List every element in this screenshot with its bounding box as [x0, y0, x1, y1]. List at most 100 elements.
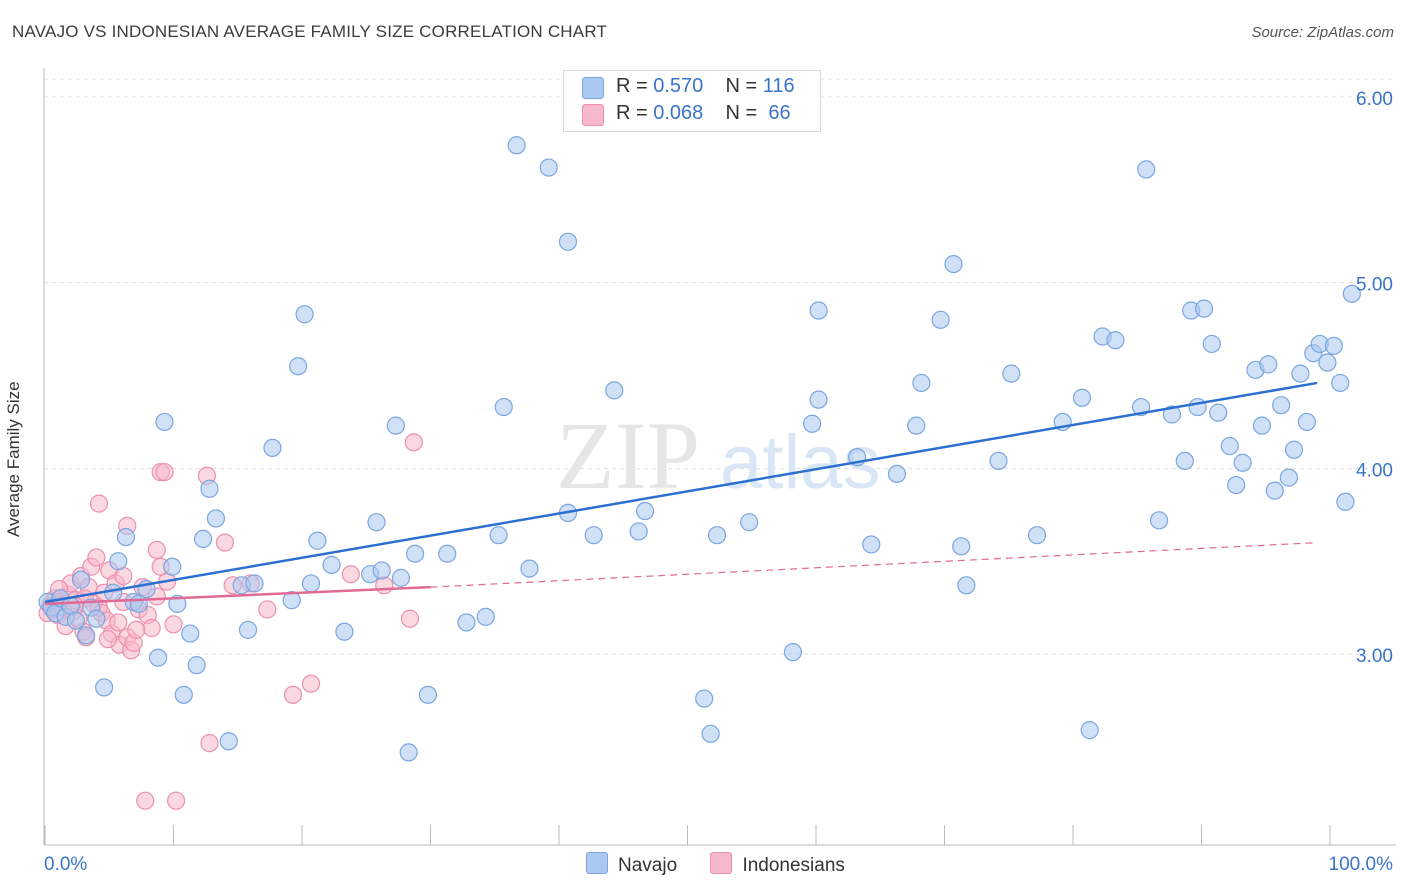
navajo-point — [1272, 396, 1291, 415]
navajo-swatch — [586, 852, 608, 874]
navajo-point — [168, 594, 187, 613]
indonesians-point — [404, 433, 423, 452]
watermark-zip: ZIP — [556, 402, 700, 509]
navajo-point — [912, 373, 931, 393]
indonesians-point — [215, 533, 234, 552]
n-value: 66 — [768, 102, 791, 124]
navajo-point — [1209, 403, 1228, 422]
navajo-point — [1027, 526, 1047, 545]
chart-title: NAVAJO VS INDONESIAN AVERAGE FAMILY SIZE… — [12, 22, 608, 41]
navajo-point — [219, 732, 238, 751]
y-tick-label: 5.00 — [1356, 275, 1393, 296]
navajo-point — [109, 552, 128, 571]
navajo-point — [1336, 492, 1355, 511]
navajo-point — [1080, 721, 1099, 740]
indonesians-trend-line — [44, 585, 431, 606]
navajo-point — [489, 526, 508, 545]
navajo-point — [944, 255, 963, 274]
navajo-point — [193, 529, 213, 548]
navajo-point — [95, 678, 114, 697]
navajo-point — [87, 609, 106, 628]
navajo-point — [862, 535, 881, 554]
watermark: ZIP atlas — [556, 402, 881, 509]
indonesians-trend-extension — [430, 542, 1318, 588]
navajo-point — [1318, 353, 1337, 372]
series-legend: Navajo Indonesians — [586, 852, 873, 877]
legend-item-navajo[interactable]: Navajo — [586, 852, 677, 877]
navajo-point — [605, 381, 624, 400]
navajo-point — [1342, 284, 1361, 303]
navajo-point — [539, 158, 558, 177]
navajo-point — [200, 479, 219, 498]
navajo-point — [783, 643, 802, 662]
navajo-point — [282, 591, 301, 610]
legend-stats-navajo: R = 0.570 N = 116 — [616, 75, 795, 98]
navajo-point — [476, 607, 495, 626]
navajo-points — [38, 136, 1361, 762]
indonesians-point — [200, 734, 219, 753]
navajo-point — [695, 689, 714, 708]
navajo-point — [809, 301, 828, 320]
navajo-point — [1324, 336, 1343, 355]
navajo-point — [803, 414, 822, 433]
navajo-point — [174, 685, 193, 704]
navajo-point — [263, 438, 282, 458]
navajo-point — [308, 531, 327, 550]
indonesians-point — [89, 494, 109, 513]
navajo-point — [635, 501, 655, 521]
indonesians-point — [147, 540, 166, 560]
navajo-point — [989, 451, 1008, 471]
navajo-point — [701, 724, 720, 743]
r-label: R = — [616, 75, 648, 97]
x-tick-label: 0.0% — [44, 854, 87, 875]
navajo-point — [740, 513, 759, 532]
navajo-point — [1137, 160, 1156, 179]
navajo-point — [952, 537, 971, 556]
indonesians-point — [164, 615, 183, 634]
n-value: 116 — [762, 75, 795, 97]
navajo-point — [520, 559, 539, 578]
navajo-point — [957, 576, 976, 595]
navajo-point — [1149, 511, 1169, 530]
navajo-trend-line — [44, 381, 1318, 604]
r-label: R = — [616, 102, 648, 124]
indonesians-point — [258, 600, 277, 619]
navajo-point — [399, 743, 418, 762]
navajo-point — [104, 583, 123, 602]
axes — [43, 68, 1396, 846]
navajo-point — [301, 574, 321, 593]
navajo-point — [238, 620, 258, 639]
navajo-point — [163, 557, 182, 576]
legend-item-indonesians[interactable]: Indonesians — [710, 852, 845, 877]
navajo-point — [1194, 299, 1214, 318]
indonesians-point — [87, 548, 106, 567]
navajo-point — [887, 464, 907, 484]
y-axis-label: Average Family Size — [4, 381, 23, 537]
navajo-point — [438, 544, 457, 563]
indonesians-point — [301, 674, 321, 693]
navajo-point — [181, 624, 200, 643]
navajo-point — [372, 561, 391, 580]
navajo-point — [558, 232, 578, 251]
navajo-point — [295, 305, 314, 324]
indonesians-point — [283, 685, 303, 704]
navajo-point — [1162, 405, 1182, 424]
navajo-point — [1284, 440, 1304, 459]
navajo-point — [71, 570, 91, 589]
y-axis-label-wrap: Average Family Size — [4, 301, 24, 537]
navajo-point — [707, 526, 727, 545]
navajo-point — [1188, 397, 1207, 417]
correlation-legend: R = 0.570 N = 116 R = 0.068 N = 66 — [563, 70, 821, 132]
navajo-point — [66, 611, 85, 630]
navajo-point — [386, 416, 405, 435]
navajo-point — [77, 626, 96, 645]
navajo-point — [391, 568, 411, 587]
navajo-point — [1227, 475, 1246, 495]
navajo-point — [1072, 388, 1092, 407]
legend-label-navajo: Navajo — [618, 855, 678, 876]
indonesians-point — [375, 576, 394, 595]
navajo-point — [809, 390, 828, 409]
navajo-point — [1002, 364, 1021, 383]
navajo-point — [931, 310, 950, 329]
